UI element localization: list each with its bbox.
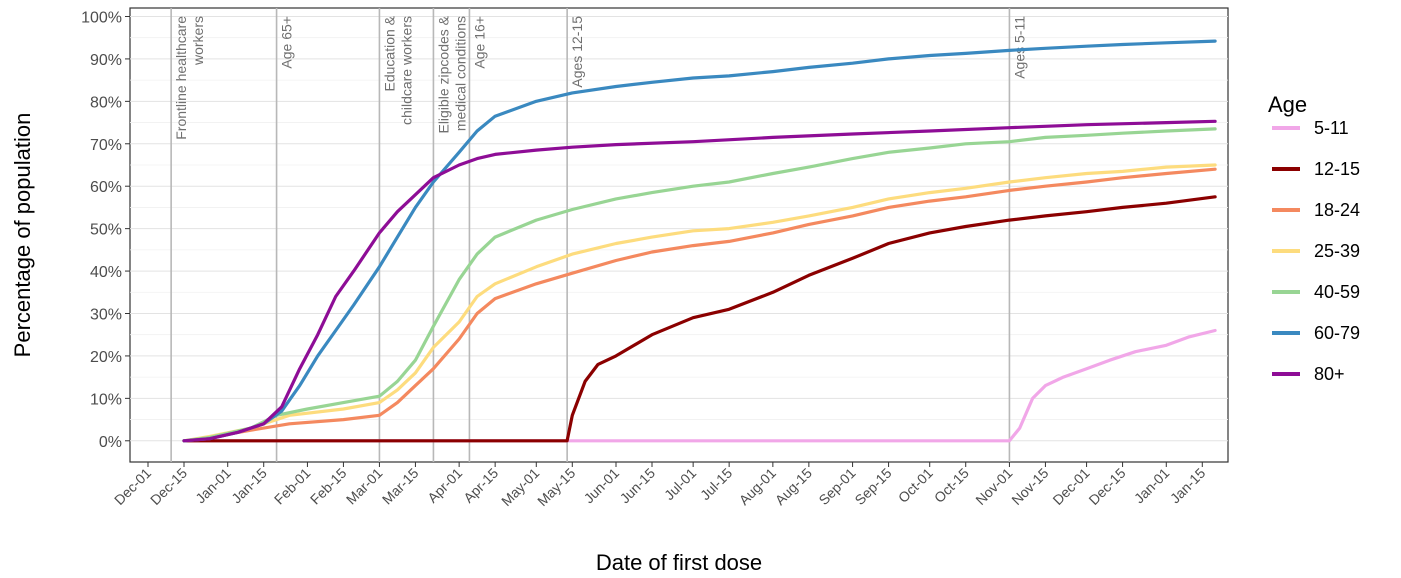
y-tick-label: 40% bbox=[90, 264, 122, 281]
x-tick-label: Feb-01 bbox=[271, 465, 314, 508]
legend-label: 12-15 bbox=[1314, 159, 1360, 179]
annotation-label: medical conditions bbox=[452, 16, 468, 131]
y-tick-label: 100% bbox=[81, 9, 122, 26]
x-tick-label: Aug-01 bbox=[736, 465, 779, 508]
x-tick-label: Jul-15 bbox=[697, 465, 735, 503]
y-tick-label: 70% bbox=[90, 137, 122, 154]
y-tick-label: 80% bbox=[90, 94, 122, 111]
x-tick-label: Jan-01 bbox=[192, 465, 234, 507]
annotation-label: Eligible zipcodes & bbox=[435, 15, 451, 133]
annotation-label: Age 16+ bbox=[471, 16, 487, 69]
legend-label: 60-79 bbox=[1314, 323, 1360, 343]
x-tick-label: Dec-01 bbox=[111, 465, 154, 508]
x-tick-label: Mar-15 bbox=[379, 465, 422, 508]
x-tick-label: Aug-15 bbox=[772, 465, 815, 508]
legend-label: 18-24 bbox=[1314, 200, 1360, 220]
series-line-25-39 bbox=[182, 163, 1217, 443]
x-tick-label: Nov-01 bbox=[972, 465, 1015, 508]
series-line-40-59 bbox=[182, 127, 1217, 443]
legend-label: 5-11 bbox=[1314, 118, 1349, 138]
annotation-label: workers bbox=[190, 16, 206, 66]
legend: Age 5-11 12-15 18-24 25-39 40-59 60-79 80+ bbox=[1268, 92, 1360, 384]
series-line-80+ bbox=[182, 119, 1217, 443]
y-tick-label: 30% bbox=[90, 306, 122, 323]
annotation-label: childcare workers bbox=[398, 16, 414, 125]
legend-label: 25-39 bbox=[1314, 241, 1360, 261]
y-tick-label: 90% bbox=[90, 52, 122, 69]
x-axis-title: Date of first dose bbox=[596, 550, 762, 575]
x-tick-label: Dec-01 bbox=[1049, 465, 1092, 508]
x-tick-label: Jan-15 bbox=[228, 465, 270, 507]
x-tick-label: Jun-15 bbox=[617, 465, 659, 507]
y-tick-label: 0% bbox=[99, 434, 122, 451]
x-tick-label: Jan-15 bbox=[1167, 465, 1209, 507]
x-tick-label: Sep-15 bbox=[851, 465, 894, 508]
annotation-label: Education & bbox=[381, 15, 397, 91]
annotation-label: Frontline healthcare bbox=[173, 16, 189, 140]
y-axis-title: Percentage of population bbox=[10, 113, 35, 358]
series-line-18-24 bbox=[182, 167, 1217, 443]
annotations: Frontline healthcare workers Age 65+ Educat… bbox=[170, 8, 1027, 462]
y-tick-label: 10% bbox=[90, 391, 122, 408]
x-tick-label: Sep-01 bbox=[815, 465, 858, 508]
legend-label: 40-59 bbox=[1314, 282, 1360, 302]
annotation-label: Ages 5-11 bbox=[1011, 16, 1027, 79]
x-tick-label: Dec-15 bbox=[1085, 465, 1128, 508]
x-tick-label: Jan-01 bbox=[1131, 465, 1173, 507]
series-line-60-79 bbox=[182, 39, 1217, 443]
y-tick-label: 20% bbox=[90, 349, 122, 366]
y-tick-label: 60% bbox=[90, 179, 122, 196]
annotation-label: Ages 12-15 bbox=[569, 16, 585, 88]
series-line-12-15 bbox=[182, 195, 1217, 443]
annotation-label: Age 65+ bbox=[279, 16, 295, 69]
legend-label: 80+ bbox=[1314, 364, 1345, 384]
series-line-5-11 bbox=[182, 328, 1217, 443]
x-tick-label: Oct-15 bbox=[931, 465, 972, 506]
x-tick-label: Feb-15 bbox=[307, 465, 350, 508]
x-tick-label: Nov-15 bbox=[1008, 465, 1051, 508]
y-tick-label: 50% bbox=[90, 222, 122, 239]
x-tick-label: Apr-15 bbox=[460, 465, 501, 506]
x-tick-label: May-01 bbox=[498, 465, 542, 509]
series-lines bbox=[182, 39, 1217, 443]
x-tick-label: Jun-01 bbox=[581, 465, 623, 507]
x-tick-label: Mar-01 bbox=[343, 465, 386, 508]
x-tick-label: Dec-15 bbox=[147, 465, 190, 508]
x-tick-label: Apr-01 bbox=[424, 465, 465, 506]
x-tick-label: Jul-01 bbox=[661, 465, 699, 503]
x-tick-label: Oct-01 bbox=[895, 465, 936, 506]
legend-title: Age bbox=[1268, 92, 1307, 117]
x-tick-label: May-15 bbox=[534, 465, 578, 509]
